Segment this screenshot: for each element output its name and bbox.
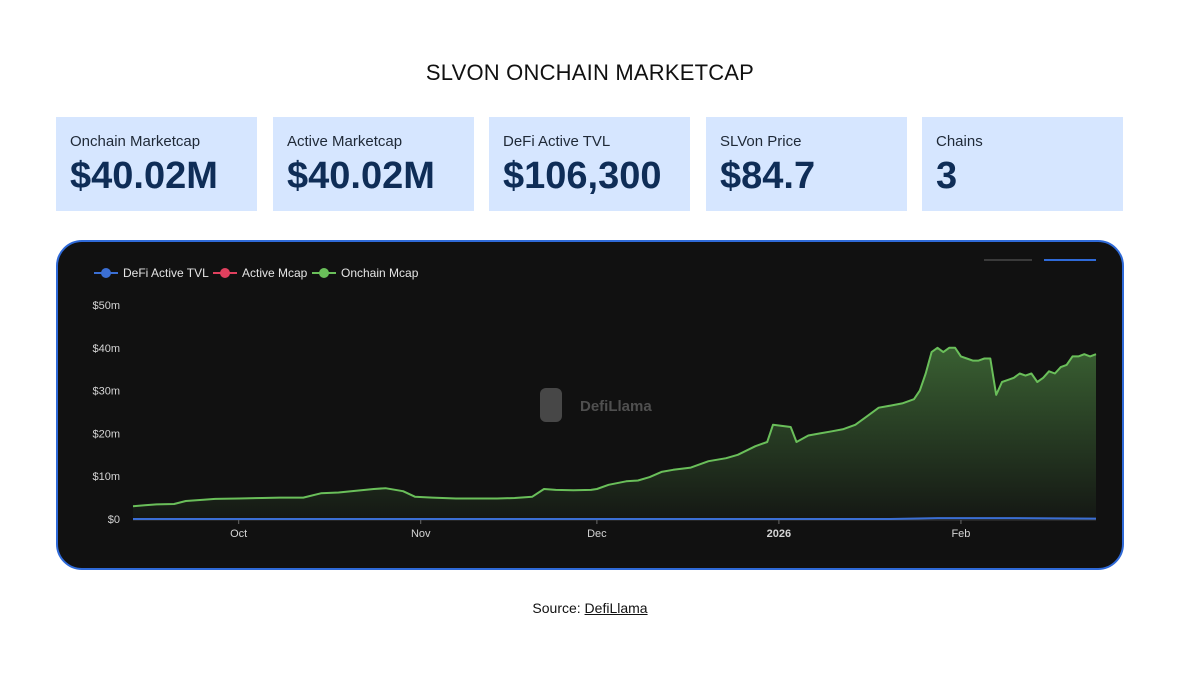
watermark: DefiLlama [540, 388, 652, 422]
stat-card-value: $106,300 [503, 155, 662, 197]
chart-legend: DeFi Active TVL Active Mcap Onchain Mcap [94, 266, 419, 280]
y-tick-label: $10m [92, 471, 120, 483]
stat-card-value: $40.02M [70, 155, 218, 197]
llama-logo-icon [540, 388, 562, 422]
stat-card-label: Onchain Marketcap [70, 133, 201, 150]
legend-item-active-mcap[interactable]: Active Mcap [213, 266, 308, 280]
onchain-mcap-line [132, 346, 1097, 508]
stat-card-value: $40.02M [287, 155, 435, 197]
legend-item-defi-active-tvl[interactable]: DeFi Active TVL [94, 266, 209, 280]
stat-cards: Onchain Marketcap $40.02M Active Marketc… [56, 117, 1124, 211]
x-tick-label: Dec [587, 528, 607, 540]
x-tick-label: 2026 [767, 528, 791, 540]
x-tick-label: Oct [230, 528, 247, 540]
x-tick-label: Feb [951, 528, 970, 540]
stat-card-label: DeFi Active TVL [503, 133, 611, 150]
stat-card-active-marketcap: Active Marketcap $40.02M [273, 117, 474, 211]
x-axis: Oct Nov Dec 2026 Feb [133, 519, 1096, 540]
stat-card-label: Active Marketcap [287, 133, 403, 150]
legend-item-onchain-mcap[interactable]: Onchain Mcap [312, 266, 419, 280]
legend-label: Active Mcap [242, 266, 308, 280]
page-title: SLVON ONCHAIN MARKETCAP [425, 60, 755, 85]
chart-panel: DeFi Active TVL Active Mcap Onchain Mcap… [56, 240, 1124, 570]
y-tick-label: $40m [92, 343, 120, 355]
stat-card-slvon-price: SLVon Price $84.7 [706, 117, 907, 211]
y-tick-label: $0 [108, 514, 120, 526]
stat-card-label: SLVon Price [720, 133, 802, 150]
x-tick-label: Nov [411, 528, 431, 540]
onchain-mcap-area [133, 347, 1096, 519]
stat-card-value: 3 [936, 155, 958, 197]
y-axis: $0 $10m $20m $30m $40m $50m [92, 300, 120, 526]
legend-label: Onchain Mcap [341, 266, 419, 280]
source-line: Source: DefiLlama [0, 600, 1180, 616]
stat-card-defi-active-tvl: DeFi Active TVL $106,300 [489, 117, 690, 211]
area-chart: DeFi Active TVL Active Mcap Onchain Mcap… [92, 259, 1097, 540]
legend-marker-icon [319, 268, 329, 278]
legend-label: DeFi Active TVL [123, 266, 209, 280]
plot-area [132, 346, 1097, 520]
legend-marker-icon [101, 268, 111, 278]
source-prefix: Source: [532, 600, 585, 616]
y-tick-label: $30m [92, 386, 120, 398]
source-link[interactable]: DefiLlama [584, 600, 648, 616]
stat-card-chains: Chains 3 [922, 117, 1123, 211]
legend-marker-icon [220, 268, 230, 278]
stat-card-onchain-marketcap: Onchain Marketcap $40.02M [56, 117, 257, 211]
defi-active-tvl-line [133, 517, 1097, 520]
y-tick-label: $50m [92, 300, 120, 312]
stat-card-value: $84.7 [720, 155, 816, 197]
stat-card-label: Chains [936, 133, 983, 150]
y-tick-label: $20m [92, 428, 120, 440]
watermark-text: DefiLlama [580, 398, 652, 415]
